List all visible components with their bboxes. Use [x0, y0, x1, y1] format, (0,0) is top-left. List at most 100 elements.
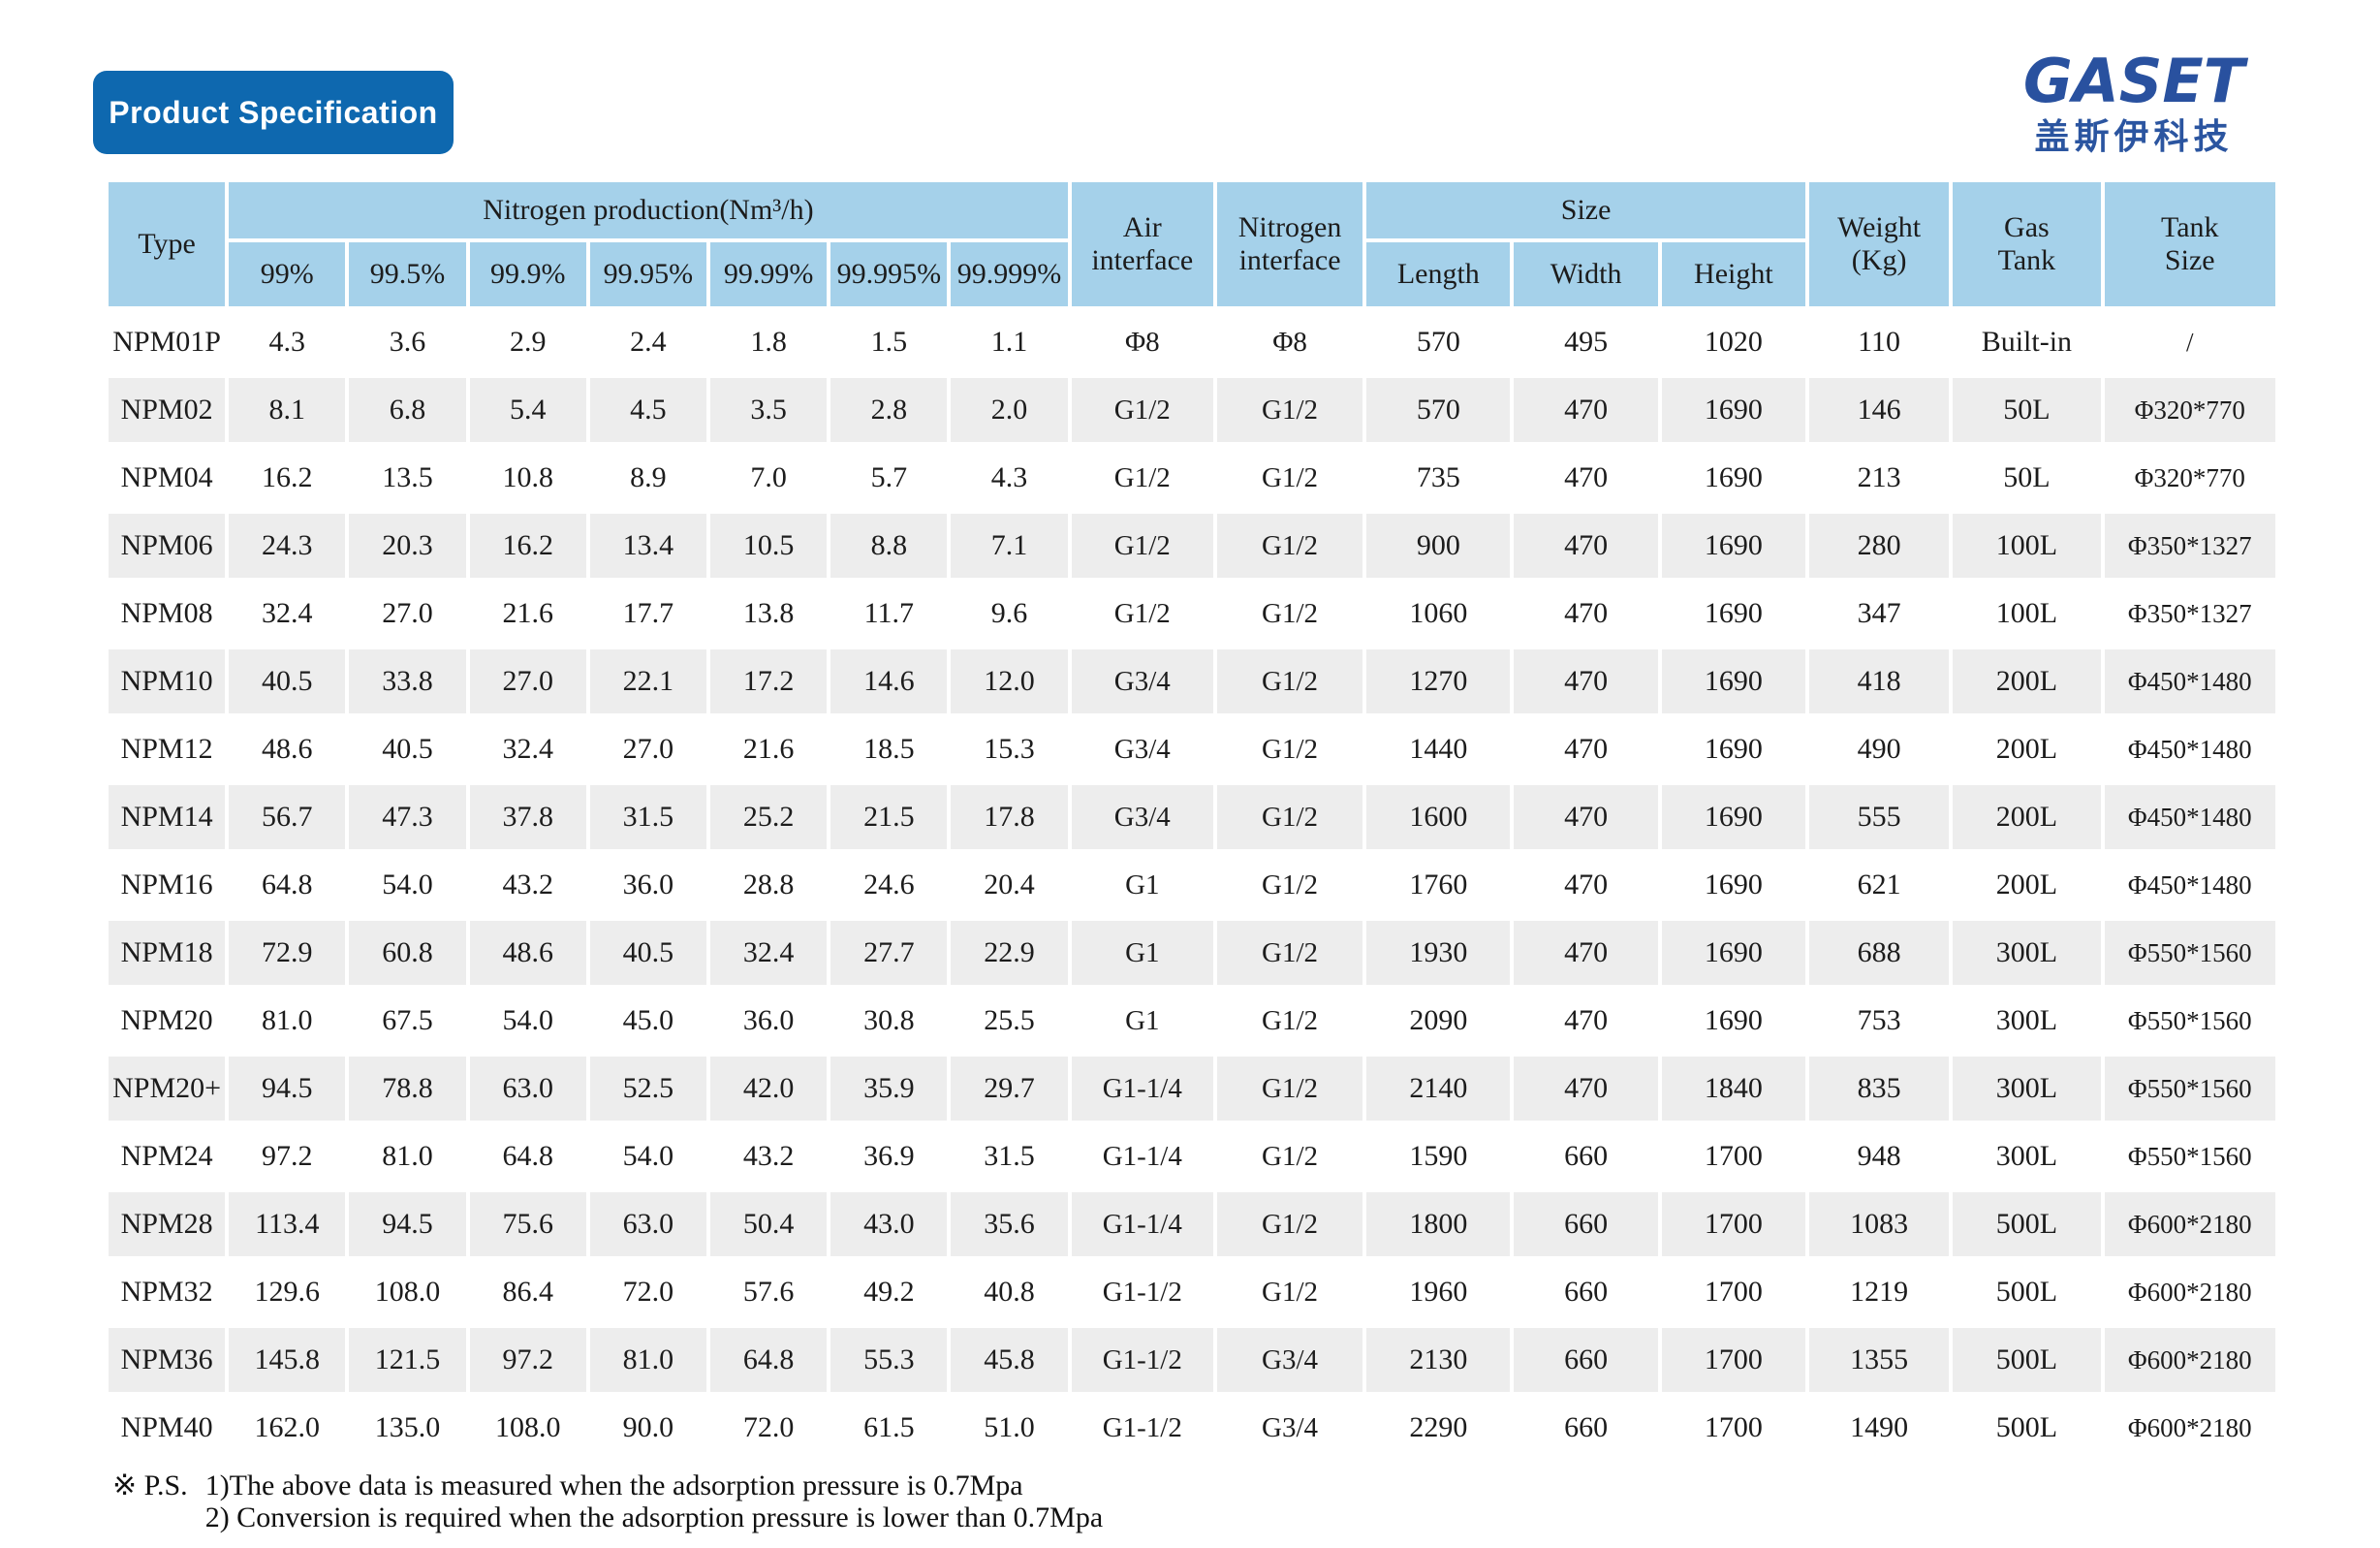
cell-purity-99: 56.7: [229, 785, 346, 849]
cell-purity-99-995: 55.3: [830, 1328, 948, 1392]
cell-purity-99-5: 135.0: [349, 1396, 466, 1460]
cell-purity-99-999: 2.0: [951, 378, 1068, 442]
cell-nitrogen-interface: G3/4: [1216, 1396, 1363, 1460]
cell-type: NPM32: [109, 1260, 226, 1324]
cell-width: 470: [1514, 717, 1658, 781]
cell-purity-99-999: 1.1: [951, 310, 1068, 374]
cell-nitrogen-interface: G1/2: [1216, 1192, 1363, 1256]
cell-air-interface: Φ8: [1071, 310, 1213, 374]
table-row: NPM24 97.2 81.0 64.8 54.0 43.2 36.9 31.5…: [109, 1124, 2275, 1188]
cell-purity-99-9: 48.6: [469, 921, 586, 985]
cell-purity-99: 97.2: [229, 1124, 346, 1188]
cell-air-interface: G1-1/4: [1071, 1192, 1213, 1256]
cell-tank-size: Φ320*770: [2104, 378, 2275, 442]
cell-air-interface: G1: [1071, 853, 1213, 917]
cell-purity-99: 162.0: [229, 1396, 346, 1460]
cell-purity-99-999: 9.6: [951, 582, 1068, 646]
cell-weight: 490: [1809, 717, 1950, 781]
cell-purity-99-95: 36.0: [589, 853, 707, 917]
cell-tank-size: /: [2104, 310, 2275, 374]
cell-length: 570: [1366, 310, 1511, 374]
cell-nitrogen-interface: G3/4: [1216, 1328, 1363, 1392]
cell-purity-99-9: 97.2: [469, 1328, 586, 1392]
cell-nitrogen-interface: G1/2: [1216, 378, 1363, 442]
cell-width: 470: [1514, 378, 1658, 442]
cell-purity-99-99: 7.0: [710, 446, 828, 510]
cell-length: 900: [1366, 514, 1511, 578]
cell-purity-99-999: 51.0: [951, 1396, 1068, 1460]
cell-purity-99-99: 3.5: [710, 378, 828, 442]
cell-width: 470: [1514, 649, 1658, 713]
cell-height: 1700: [1661, 1328, 1805, 1392]
cell-purity-99-99: 1.8: [710, 310, 828, 374]
cell-purity-99-99: 50.4: [710, 1192, 828, 1256]
cell-purity-99-95: 72.0: [589, 1260, 707, 1324]
cell-type: NPM24: [109, 1124, 226, 1188]
cell-purity-99-995: 1.5: [830, 310, 948, 374]
table-row: NPM14 56.7 47.3 37.8 31.5 25.2 21.5 17.8…: [109, 785, 2275, 849]
cell-type: NPM01P: [109, 310, 226, 374]
cell-height: 1700: [1661, 1396, 1805, 1460]
col-header-purity-99-999: 99.999%: [951, 242, 1068, 306]
cell-type: NPM12: [109, 717, 226, 781]
cell-purity-99-9: 43.2: [469, 853, 586, 917]
cell-purity-99-999: 45.8: [951, 1328, 1068, 1392]
cell-height: 1690: [1661, 989, 1805, 1053]
cell-tank-size: Φ320*770: [2104, 446, 2275, 510]
cell-purity-99-995: 8.8: [830, 514, 948, 578]
table-row: NPM04 16.2 13.5 10.8 8.9 7.0 5.7 4.3 G1/…: [109, 446, 2275, 510]
cell-purity-99-9: 108.0: [469, 1396, 586, 1460]
cell-height: 1700: [1661, 1192, 1805, 1256]
col-header-purity-99-9: 99.9%: [469, 242, 586, 306]
cell-type: NPM28: [109, 1192, 226, 1256]
cell-purity-99: 16.2: [229, 446, 346, 510]
cell-purity-99-995: 5.7: [830, 446, 948, 510]
cell-weight: 948: [1809, 1124, 1950, 1188]
cell-gas-tank: 300L: [1953, 921, 2101, 985]
cell-nitrogen-interface: G1/2: [1216, 514, 1363, 578]
cell-purity-99-95: 2.4: [589, 310, 707, 374]
cell-length: 2130: [1366, 1328, 1511, 1392]
col-header-nitrogen-production: Nitrogen production(Nm³/h): [229, 182, 1068, 238]
cell-width: 470: [1514, 514, 1658, 578]
cell-type: NPM10: [109, 649, 226, 713]
cell-gas-tank: Built-in: [1953, 310, 2101, 374]
cell-purity-99: 94.5: [229, 1057, 346, 1121]
cell-purity-99-99: 42.0: [710, 1057, 828, 1121]
cell-purity-99-5: 121.5: [349, 1328, 466, 1392]
cell-width: 470: [1514, 582, 1658, 646]
cell-tank-size: Φ350*1327: [2104, 514, 2275, 578]
cell-tank-size: Φ600*2180: [2104, 1260, 2275, 1324]
table-row: NPM28 113.4 94.5 75.6 63.0 50.4 43.0 35.…: [109, 1192, 2275, 1256]
cell-width: 660: [1514, 1192, 1658, 1256]
cell-purity-99-99: 64.8: [710, 1328, 828, 1392]
cell-length: 1060: [1366, 582, 1511, 646]
cell-width: 470: [1514, 1057, 1658, 1121]
cell-weight: 347: [1809, 582, 1950, 646]
cell-length: 1270: [1366, 649, 1511, 713]
cell-type: NPM40: [109, 1396, 226, 1460]
cell-nitrogen-interface: G1/2: [1216, 717, 1363, 781]
cell-gas-tank: 50L: [1953, 378, 2101, 442]
cell-tank-size: Φ450*1480: [2104, 785, 2275, 849]
table-row: NPM16 64.8 54.0 43.2 36.0 28.8 24.6 20.4…: [109, 853, 2275, 917]
cell-tank-size: Φ350*1327: [2104, 582, 2275, 646]
cell-purity-99-999: 25.5: [951, 989, 1068, 1053]
cell-purity-99-999: 29.7: [951, 1057, 1068, 1121]
cell-purity-99-9: 27.0: [469, 649, 586, 713]
cell-purity-99-999: 22.9: [951, 921, 1068, 985]
table-row: NPM40 162.0 135.0 108.0 90.0 72.0 61.5 5…: [109, 1396, 2275, 1460]
section-title-badge: Product Specification: [93, 71, 454, 154]
cell-air-interface: G3/4: [1071, 649, 1213, 713]
cell-nitrogen-interface: G1/2: [1216, 1260, 1363, 1324]
cell-length: 1960: [1366, 1260, 1511, 1324]
cell-height: 1690: [1661, 446, 1805, 510]
cell-purity-99-5: 94.5: [349, 1192, 466, 1256]
cell-height: 1690: [1661, 649, 1805, 713]
cell-width: 470: [1514, 446, 1658, 510]
cell-purity-99: 129.6: [229, 1260, 346, 1324]
col-header-size: Size: [1366, 182, 1805, 238]
cell-purity-99-99: 57.6: [710, 1260, 828, 1324]
cell-gas-tank: 200L: [1953, 717, 2101, 781]
cell-purity-99-5: 54.0: [349, 853, 466, 917]
